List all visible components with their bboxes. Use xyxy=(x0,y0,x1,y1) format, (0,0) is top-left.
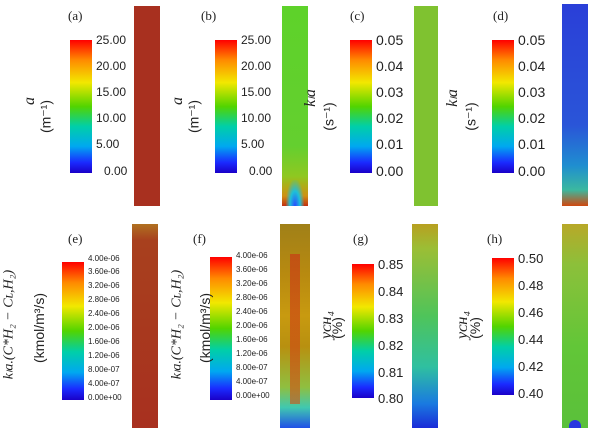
tick-b-5: 0.00 xyxy=(249,164,273,178)
panel-label-f: (f) xyxy=(193,231,206,246)
tick-g-1: 0.84 xyxy=(378,284,404,299)
tick-f-8: 8.00e-07 xyxy=(236,363,268,372)
contour-strip-g xyxy=(412,224,438,428)
tick-f-3: 2.80e-06 xyxy=(236,293,268,302)
contour-strip-d xyxy=(562,4,588,206)
contour-strip-a xyxy=(134,6,160,206)
contour-strip-b xyxy=(282,6,308,206)
tick-c-1: 0.04 xyxy=(376,58,404,74)
quantity-label-e: kₗa.(C*H₂ − Cʟ,H₂) xyxy=(1,269,17,380)
colorbar-e xyxy=(62,262,84,400)
tick-f-2: 3.20e-06 xyxy=(236,279,268,288)
quantity-label-a: a xyxy=(21,97,38,105)
tick-e-6: 1.60e-06 xyxy=(88,337,120,346)
tick-e-8: 8.00e-07 xyxy=(88,365,120,374)
tick-e-2: 3.20e-06 xyxy=(88,281,120,290)
tick-f-0: 4.00e-06 xyxy=(236,251,268,260)
tick-e-9: 4.00e-07 xyxy=(88,379,120,388)
inlet-bubble-h xyxy=(569,420,581,428)
tick-f-9: 4.00e-07 xyxy=(236,377,268,386)
tick-d-4: 0.01 xyxy=(518,136,546,152)
center-streak-f xyxy=(290,254,300,404)
contour-strip-h xyxy=(562,224,588,428)
tick-b-4: 5.00 xyxy=(241,137,265,151)
tick-e-4: 2.40e-06 xyxy=(88,309,120,318)
tick-a-2: 15.00 xyxy=(96,85,127,99)
colorbar-f xyxy=(210,257,232,400)
unit-label-g: (%) xyxy=(329,317,345,339)
tick-h-3: 0.44 xyxy=(518,332,544,347)
panel-label-g: (g) xyxy=(353,231,369,246)
colorbar-a xyxy=(70,40,92,173)
panel-label-h: (h) xyxy=(487,231,503,246)
tick-b-0: 25.00 xyxy=(241,33,272,47)
tick-c-3: 0.02 xyxy=(376,110,404,126)
quantity-label-b: a xyxy=(169,97,186,105)
contour-strip-f xyxy=(280,224,310,428)
tick-f-4: 2.40e-06 xyxy=(236,307,268,316)
tick-g-2: 0.83 xyxy=(378,311,404,326)
panel-label-a: (a) xyxy=(68,8,83,23)
colorbar-c xyxy=(350,40,372,173)
tick-a-3: 10.00 xyxy=(96,111,127,125)
tick-d-3: 0.02 xyxy=(518,110,546,126)
tick-g-4: 0.81 xyxy=(378,365,404,380)
unit-label-d: (s⁻¹) xyxy=(462,102,479,131)
tick-d-5: 0.00 xyxy=(518,163,546,179)
panel-label-b: (b) xyxy=(201,8,217,23)
tick-h-2: 0.46 xyxy=(518,305,544,320)
unit-label-h: (%) xyxy=(467,317,483,339)
tick-h-0: 0.50 xyxy=(518,251,544,266)
tick-d-1: 0.04 xyxy=(518,58,546,74)
tick-d-0: 0.05 xyxy=(518,32,546,48)
tick-b-1: 20.00 xyxy=(241,59,272,73)
tick-a-5: 0.00 xyxy=(104,164,128,178)
contour-strip-c xyxy=(414,6,438,206)
tick-c-2: 0.03 xyxy=(376,84,404,100)
contour-strip-e xyxy=(132,224,158,428)
tick-c-4: 0.01 xyxy=(376,136,404,152)
colorbar-g xyxy=(352,264,374,398)
panel-label-d: (d) xyxy=(493,8,509,23)
tick-e-5: 2.00e-06 xyxy=(88,323,120,332)
panel-label-c: (c) xyxy=(350,8,365,23)
tick-e-3: 2.80e-06 xyxy=(88,295,120,304)
panel-label-e: (e) xyxy=(68,231,83,246)
colorbar-d xyxy=(492,40,514,173)
colorbar-b xyxy=(215,40,237,173)
tick-c-5: 0.00 xyxy=(376,163,404,179)
quantity-label-d: kₗa xyxy=(444,89,461,107)
tick-c-0: 0.05 xyxy=(376,32,404,48)
tick-f-10: 0.00e+00 xyxy=(236,391,270,400)
tick-a-4: 5.00 xyxy=(96,137,120,151)
inlet-plume-b xyxy=(286,180,304,206)
quantity-label-f: kₗa.(C*H₂ − Cʟ,H₂) xyxy=(169,269,185,380)
tick-h-5: 0.40 xyxy=(518,386,544,401)
tick-g-0: 0.85 xyxy=(378,257,404,272)
tick-b-3: 10.00 xyxy=(241,111,272,125)
tick-h-1: 0.48 xyxy=(518,278,544,293)
unit-label-e: (kmol/m³/s) xyxy=(31,293,47,363)
tick-a-1: 20.00 xyxy=(96,59,127,73)
tick-a-0: 25.00 xyxy=(96,33,127,47)
tick-g-3: 0.82 xyxy=(378,338,404,353)
unit-label-f: (kmol/m³/s) xyxy=(197,293,213,363)
unit-label-a: (m⁻¹) xyxy=(37,99,54,134)
tick-e-7: 1.20e-06 xyxy=(88,351,120,360)
tick-b-2: 15.00 xyxy=(241,85,272,99)
tick-e-1: 3.60e-06 xyxy=(88,267,120,276)
unit-label-b: (m⁻¹) xyxy=(185,99,202,134)
tick-e-0: 4.00e-06 xyxy=(88,254,120,263)
tick-f-6: 1.60e-06 xyxy=(236,335,268,344)
tick-e-10: 0.00e+00 xyxy=(88,393,122,402)
colorbar-h xyxy=(492,258,514,395)
tick-f-5: 2.00e-06 xyxy=(236,321,268,330)
quantity-label-c: kₗa xyxy=(302,89,319,107)
tick-f-7: 1.20e-06 xyxy=(236,349,268,358)
tick-f-1: 3.60e-06 xyxy=(236,265,268,274)
unit-label-c: (s⁻¹) xyxy=(320,102,337,131)
tick-g-5: 0.80 xyxy=(378,391,404,406)
tick-h-4: 0.42 xyxy=(518,359,544,374)
tick-d-2: 0.03 xyxy=(518,84,546,100)
